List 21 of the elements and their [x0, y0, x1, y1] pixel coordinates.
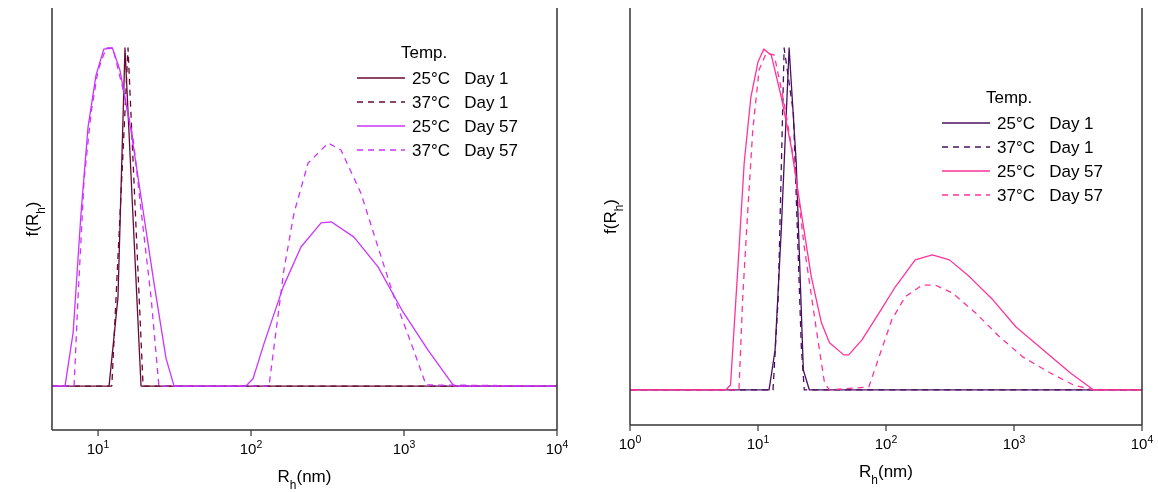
- legend-label: 25°C Day 1: [997, 114, 1094, 133]
- x-tick-label: 10$^{4}$: [545, 438, 569, 457]
- legend-label: 37°C Day 57: [997, 186, 1104, 205]
- x-tick-label: 10$^{1}$: [86, 438, 110, 457]
- x-tick-label: 10$^{2}$: [239, 438, 263, 457]
- legend-label: 37°C Day 1: [997, 138, 1094, 157]
- x-tick-label: 10$^{3}$: [1002, 433, 1026, 452]
- legend-label: 25°C Day 1: [412, 69, 509, 88]
- x-tick-label: 10$^{2}$: [874, 433, 898, 452]
- legend-label: 25°C Day 57: [997, 162, 1104, 181]
- legend-title: Temp.: [401, 43, 448, 62]
- legend-title: Temp.: [986, 88, 1033, 107]
- legend-label: 37°C Day 57: [412, 141, 519, 160]
- x-tick-label: 10$^{3}$: [392, 438, 416, 457]
- x-tick-label: 10$^{4}$: [1130, 433, 1154, 452]
- x-axis-title: R$_{h}$(nm): [277, 467, 332, 492]
- legend-label: 37°C Day 1: [412, 93, 509, 112]
- legend-label: 25°C Day 57: [412, 117, 519, 136]
- x-tick-label: 10$^{0}$: [618, 433, 642, 452]
- x-tick-label: 10$^{1}$: [746, 433, 770, 452]
- x-axis-title: R$_{h}$(nm): [859, 462, 913, 487]
